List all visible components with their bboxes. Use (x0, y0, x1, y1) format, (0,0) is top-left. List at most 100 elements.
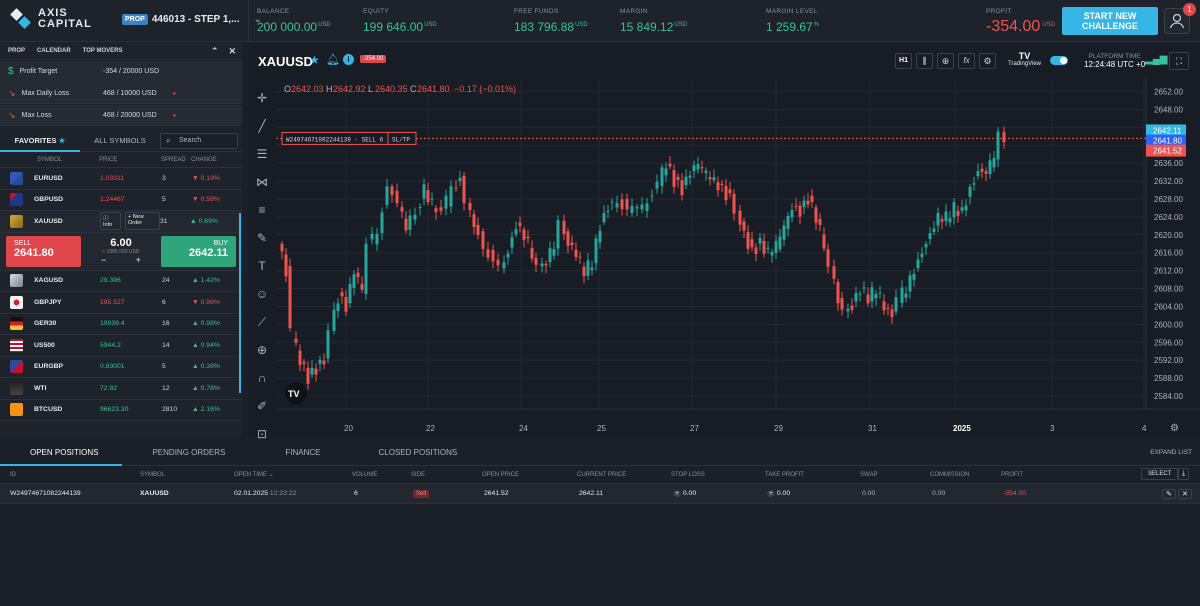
star-icon: ★ (58, 135, 66, 145)
new-order-button[interactable]: + New Order (125, 212, 160, 231)
buy-button[interactable]: BUY 2642.11 (160, 235, 237, 267)
text-icon[interactable]: T (258, 259, 266, 273)
col-side: SIDE (411, 471, 426, 478)
price-tag (1146, 144, 1186, 157)
ruler-icon[interactable]: ⟋ (257, 315, 267, 329)
list-scrollbar[interactable] (239, 213, 241, 393)
close-icon[interactable]: ✕ (228, 46, 236, 56)
lock-icon[interactable]: ⊡ (256, 427, 268, 441)
bell-icon[interactable]: 🔔︎ (326, 54, 340, 66)
brush-icon[interactable]: ✎ (256, 231, 268, 245)
horizontal-lines-icon[interactable]: ☰ (256, 147, 268, 161)
change-value: 0.19% (200, 174, 220, 182)
symbol-price: 96623.30 (100, 406, 129, 414)
tab-calendar[interactable]: CALENDAR (37, 48, 71, 54)
symbol-row[interactable]: GER30 19939.4 16 ▲ 0.98% (0, 314, 242, 335)
emoji-icon[interactable]: ☺ (255, 287, 269, 301)
trade-panel: SELL 2641.80 6.00 ≈ 1585 000 USD − + BUY… (0, 232, 242, 271)
positions-header: ID SYMBOL OPEN TIME ⌄ VOLUME SIDE OPEN P… (0, 466, 1200, 484)
close-position-icon[interactable]: ✕ (1178, 488, 1192, 499)
pencil-lock-icon[interactable]: ✐ (256, 399, 268, 413)
collapse-up-icon[interactable]: ⌃ (210, 46, 219, 56)
tab-top-movers[interactable]: TOP MOVERS (82, 48, 123, 54)
info-icon[interactable]: i (343, 54, 354, 65)
candle (676, 176, 680, 180)
symbol-row[interactable]: BTCUSD 96623.30 2810 ▲ 2.16% (0, 400, 242, 421)
date-tick-label: 25 (597, 424, 606, 433)
add-compare-icon[interactable]: ⊕ (937, 53, 954, 69)
logo[interactable]: AXIS CAPITAL (10, 8, 92, 30)
candle (866, 294, 870, 304)
account-selector[interactable]: PROP 446013 - STEP 1,... ⌄ (122, 14, 262, 25)
timeframe-button[interactable]: H1 (895, 53, 912, 69)
edit-position-icon[interactable]: ✎ (1162, 488, 1176, 499)
trend-down-icon: ↘ (8, 109, 16, 120)
profit-value: -354.00 (986, 18, 1041, 35)
candle (854, 293, 858, 302)
user-menu-button[interactable] (1164, 8, 1190, 34)
candle (746, 232, 750, 249)
symbol-row[interactable]: GBPJPY 195.527 6 ▼ 0.96% (0, 292, 242, 314)
volume-stepper[interactable]: 6.00 ≈ 1585 000 USD − + (86, 237, 155, 265)
tab-favorites[interactable]: FAVORITES ★ (0, 130, 80, 152)
volume-plus-button[interactable]: + (135, 255, 141, 265)
platform-time-label: PLATFORM TIME (1088, 53, 1141, 60)
candle (728, 189, 732, 194)
candle (566, 231, 570, 246)
select-button[interactable]: SELECT (1141, 468, 1179, 480)
symbol-row[interactable]: GBPUSD 1.24467 5 ▼ 0.58% (0, 190, 242, 211)
tradingview-toggle[interactable] (1050, 56, 1068, 65)
pattern-icon[interactable]: ⋈ (256, 175, 268, 189)
candle (976, 171, 980, 177)
trendline-icon[interactable]: ╱ (258, 119, 266, 133)
volume-minus-button[interactable]: − (101, 255, 107, 265)
star-icon[interactable]: ★ (309, 53, 320, 67)
position-volume: 6 (354, 490, 358, 497)
position-id: W24974671082244139 (10, 490, 81, 497)
symbol-row[interactable]: US500 5944.2 14 ▲ 0.94% (0, 335, 242, 357)
tab-all-symbols[interactable]: ALL SYMBOLS (94, 136, 146, 145)
fib-icon[interactable]: ≡ (258, 203, 266, 217)
col-open-time[interactable]: OPEN TIME ⌄ (234, 471, 274, 478)
symbol-row[interactable]: EURGBP 0.83001 5 ▲ 0.39% (0, 357, 242, 378)
candle (790, 210, 794, 218)
price-chart[interactable]: 2652.002648.002644.002640.002636.002632.… (276, 79, 1200, 437)
download-icon[interactable]: ⤓ (1178, 468, 1190, 480)
magnet-icon[interactable]: ∩ (257, 371, 267, 385)
sell-button[interactable]: SELL 2641.80 (6, 235, 82, 267)
fullscreen-icon[interactable]: ⛶ (1169, 52, 1189, 70)
zoom-in-icon[interactable]: ⊕ (256, 343, 268, 357)
candle (586, 260, 590, 276)
add-stop-loss-button[interactable]: + (673, 490, 681, 497)
candle (712, 177, 716, 181)
crosshair-icon[interactable]: ✛ (256, 91, 268, 105)
tab-finance[interactable]: FINANCE (285, 447, 321, 457)
candle (322, 360, 326, 365)
candle (826, 249, 830, 267)
tab-open-positions[interactable]: OPEN POSITIONS (0, 440, 123, 466)
trend-down-icon: ↘ (8, 87, 16, 98)
tab-prop[interactable]: PROP (8, 48, 26, 54)
candles-icon[interactable]: ⫼ (916, 53, 933, 69)
symbol-change: ▲ 0.39% (192, 363, 220, 371)
start-new-challenge-button[interactable]: START NEW CHALLENGE (1062, 7, 1158, 35)
symbol-row-selected[interactable]: XAUUSD ⓘ Info + New Order 31 ▲ 0.69% (0, 211, 242, 233)
tab-closed-positions[interactable]: CLOSED POSITIONS (378, 447, 458, 457)
indicators-icon[interactable]: fx (958, 53, 975, 69)
add-take-profit-button[interactable]: + (767, 490, 775, 497)
symbol-row[interactable]: EURUSD 1.03311 3 ▼ 0.19% (0, 168, 242, 190)
symbol-row[interactable]: WTI 72.82 12 ▲ 0.78% (0, 378, 242, 400)
candle (660, 167, 664, 187)
info-button[interactable]: ⓘ Info (100, 212, 121, 231)
candle (672, 170, 676, 187)
gear-icon[interactable]: ⚙ (979, 53, 996, 69)
price-tick-label: 2588.00 (1154, 374, 1183, 383)
notification-badge[interactable]: 1 (1183, 3, 1196, 16)
candle (534, 258, 538, 265)
symbol-spread: 2810 (162, 406, 178, 414)
symbol-row[interactable]: XAGUSD 29.396 24 ▲ 1.42% (0, 271, 242, 292)
position-row[interactable]: W24974671082244139 XAUUSD 02.01.2025 12:… (0, 484, 1200, 504)
search-input[interactable]: ⌕ Search (160, 132, 238, 149)
expand-list-button[interactable]: EXPAND LIST (1150, 449, 1192, 456)
tab-pending-orders[interactable]: PENDING ORDERS (152, 447, 226, 457)
